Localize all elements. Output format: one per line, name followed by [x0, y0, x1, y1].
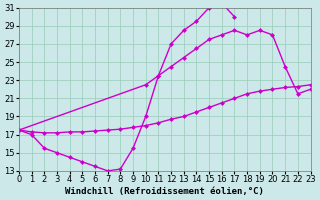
X-axis label: Windchill (Refroidissement éolien,°C): Windchill (Refroidissement éolien,°C) — [65, 187, 264, 196]
